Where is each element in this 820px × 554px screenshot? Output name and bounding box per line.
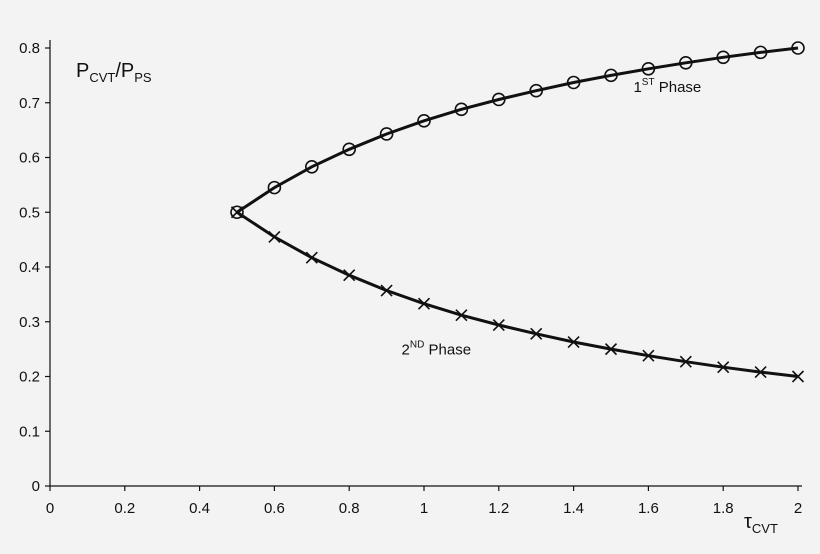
data-point-cross [305, 251, 318, 264]
y-tick-label: 0.2 [19, 369, 40, 386]
series-2 [230, 206, 805, 383]
y-axis-title-sub: CVT [89, 70, 115, 85]
data-point-circle [230, 205, 244, 220]
x-tick-label: 0.4 [189, 500, 210, 517]
y-ticks: 0 0.1 0.2 0.3 0.4 0.5 0.6 0.7 0.8 [19, 40, 50, 495]
x-tick-label: 1.4 [563, 500, 584, 517]
x-tick-label: 1 [420, 500, 428, 517]
series-1 [230, 41, 805, 220]
data-point-circle [454, 102, 469, 117]
data-point-circle [267, 180, 282, 195]
data-point-circle [604, 68, 618, 83]
x-tick-label: 0.6 [264, 500, 285, 517]
y-axis-title-sub2: PS [134, 70, 152, 85]
data-point-cross [530, 327, 543, 340]
data-point-circle [304, 160, 319, 174]
data-point-cross [679, 355, 692, 368]
x-tick-label: 2 [794, 500, 802, 517]
x-axis-title-sub: CVT [752, 521, 778, 536]
data-point-circle [641, 62, 656, 76]
data-point-circle [529, 83, 544, 98]
annotations: 1ST Phase 2ND Phase [402, 77, 702, 359]
data-point-cross [791, 370, 805, 383]
series-group [230, 41, 805, 383]
data-point-circle [342, 142, 357, 157]
y-tick-label: 0.8 [19, 40, 40, 57]
data-point-cross [230, 206, 244, 219]
data-point-cross [642, 349, 655, 362]
data-point-circle [417, 114, 431, 128]
data-point-circle [791, 41, 805, 55]
x-tick-label: 0.8 [339, 500, 360, 517]
phase-label-1: 1ST Phase [633, 77, 701, 96]
y-axis-title: PCVT/PPS [76, 60, 152, 85]
data-point-cross [380, 284, 393, 297]
data-point-circle [566, 75, 581, 90]
data-point-cross [717, 361, 730, 374]
data-point-circle [678, 55, 693, 70]
y-tick-label: 0.3 [19, 314, 40, 331]
y-axis-title-mid: /P [115, 60, 134, 82]
data-point-cross [567, 335, 580, 349]
x-tick-label: 1.6 [638, 500, 659, 517]
series-line [236, 46, 799, 214]
data-point-circle [716, 50, 731, 65]
x-ticks: 0 0.2 0.4 0.6 0.8 1 1.2 1.4 1.6 1.8 2 [46, 486, 802, 517]
x-tick-label: 1.2 [488, 500, 509, 517]
x-tick-label: 0.2 [114, 500, 135, 517]
axes [49, 40, 802, 487]
data-point-cross [343, 269, 356, 282]
x-tick-label: 1.8 [713, 500, 734, 517]
x-tick-label: 0 [46, 500, 54, 517]
data-point-circle [753, 45, 768, 60]
y-tick-label: 0.4 [19, 259, 40, 276]
data-point-cross [455, 309, 468, 322]
y-tick-label: 0.6 [19, 150, 40, 167]
data-point-cross [492, 318, 505, 332]
y-axis-title-main: P [76, 60, 89, 82]
x-axis-title: τCVT [744, 511, 778, 536]
data-point-circle [491, 92, 506, 107]
y-tick-label: 0.5 [19, 204, 40, 221]
phase-label-2: 2ND Phase [402, 340, 472, 359]
data-point-cross [417, 297, 431, 310]
data-point-circle [379, 127, 394, 141]
y-tick-label: 0.1 [19, 423, 40, 440]
y-tick-label: 0 [32, 478, 40, 495]
y-tick-label: 0.7 [19, 95, 40, 112]
data-point-cross [604, 343, 618, 356]
series-line [236, 211, 799, 378]
data-point-cross [268, 230, 281, 243]
x-axis-title-main: τ [744, 511, 752, 533]
data-point-cross [754, 366, 767, 379]
